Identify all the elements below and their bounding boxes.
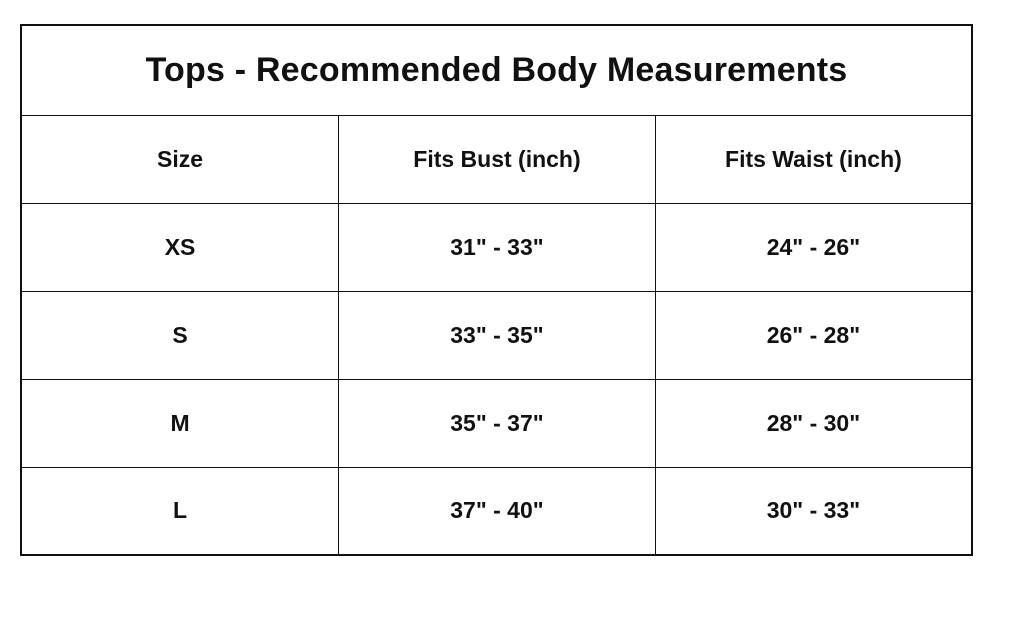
cell-size: XS [20, 202, 340, 292]
table-row-s: S 33" - 35" 26" - 28" [20, 290, 973, 380]
table-row-l: L 37" - 40" 30" - 33" [20, 466, 973, 556]
column-header-size: Size [20, 114, 340, 204]
table-header-row: Size Fits Bust (inch) Fits Waist (inch) [20, 114, 973, 204]
cell-bust: 31" - 33" [338, 202, 656, 292]
cell-size: S [20, 290, 340, 380]
size-chart-table: Tops - Recommended Body Measurements Siz… [20, 24, 973, 556]
cell-size: L [20, 466, 340, 556]
cell-waist: 26" - 28" [654, 290, 973, 380]
column-header-bust: Fits Bust (inch) [338, 114, 656, 204]
cell-waist: 30" - 33" [654, 466, 973, 556]
cell-waist: 28" - 30" [654, 378, 973, 468]
table-title-row: Tops - Recommended Body Measurements [20, 24, 973, 116]
cell-bust: 33" - 35" [338, 290, 656, 380]
page-title: Tops - Recommended Body Measurements [20, 24, 973, 116]
table-row-xs: XS 31" - 33" 24" - 26" [20, 202, 973, 292]
cell-waist: 24" - 26" [654, 202, 973, 292]
cell-bust: 35" - 37" [338, 378, 656, 468]
cell-size: M [20, 378, 340, 468]
column-header-waist: Fits Waist (inch) [654, 114, 973, 204]
table-row-m: M 35" - 37" 28" - 30" [20, 378, 973, 468]
cell-bust: 37" - 40" [338, 466, 656, 556]
